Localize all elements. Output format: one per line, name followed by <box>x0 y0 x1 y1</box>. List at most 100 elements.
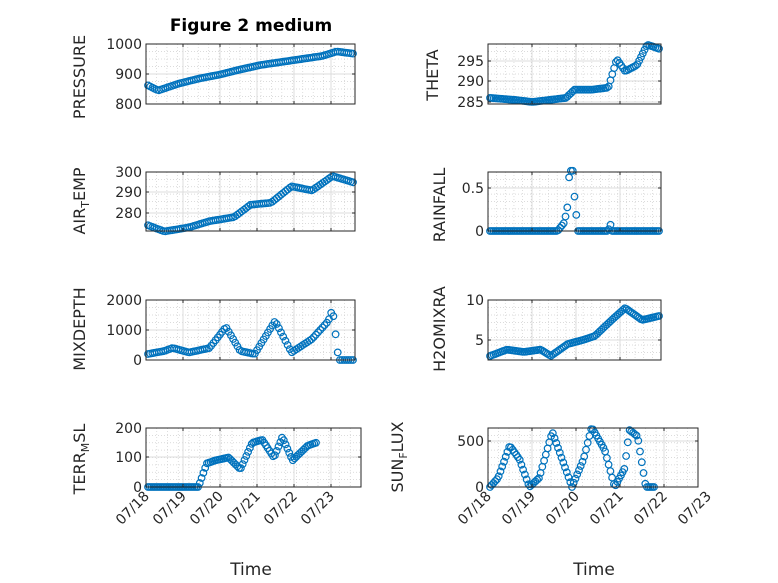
data-point <box>279 332 288 341</box>
data-point <box>312 438 320 447</box>
data-point <box>285 448 294 457</box>
data-point <box>314 328 323 337</box>
xlabel-left: Time <box>229 560 272 580</box>
series-air-temp <box>144 172 357 236</box>
data-point <box>331 330 340 339</box>
series-mixdepth <box>144 308 357 364</box>
axes-box <box>487 171 662 232</box>
series-h2omixra <box>486 304 663 360</box>
data-point <box>619 306 627 314</box>
ylabel-air-temp: AIRTEMP <box>70 167 92 234</box>
data-point <box>638 49 647 58</box>
data-point <box>566 478 575 487</box>
data-point <box>349 178 357 187</box>
data-point <box>559 458 568 467</box>
data-point <box>603 83 611 92</box>
axes-box <box>487 43 662 105</box>
data-point <box>568 87 577 96</box>
data-point <box>564 473 573 482</box>
ytick-label: 290 <box>457 74 484 90</box>
data-point <box>316 326 325 334</box>
axes-rainfall: 00.5 <box>462 166 663 240</box>
data-point <box>550 434 559 443</box>
data-point <box>620 465 629 473</box>
ytick-label: 500 <box>457 434 484 450</box>
ytick-label: 295 <box>457 54 484 70</box>
xlabel-right: Time <box>572 560 615 580</box>
data-point <box>494 472 503 481</box>
data-point <box>318 323 327 332</box>
data-point <box>535 474 543 483</box>
ytick-label: 100 <box>115 450 142 466</box>
data-point <box>500 457 508 466</box>
axes-h2omixra: 5 10 <box>466 293 663 361</box>
data-point <box>558 221 566 230</box>
ytick-label: 900 <box>115 67 142 83</box>
axes-box <box>487 299 662 361</box>
ytick-label: 0 <box>475 224 484 240</box>
data-point <box>642 42 651 50</box>
data-point <box>272 447 281 455</box>
data-point <box>195 479 204 487</box>
data-point <box>307 335 316 344</box>
ytick-label: 0 <box>133 353 142 369</box>
data-point <box>312 330 320 339</box>
data-point <box>572 210 581 219</box>
data-point <box>309 333 318 342</box>
ytick-label: 1000 <box>106 323 142 339</box>
ytick-label: 5 <box>475 333 484 349</box>
data-point <box>634 436 643 445</box>
data-point <box>244 448 253 456</box>
axes-pressure: 800 900 1000 <box>106 37 357 113</box>
data-point <box>274 442 283 451</box>
data-point <box>333 348 342 357</box>
data-point <box>320 321 329 330</box>
data-point <box>582 445 590 454</box>
data-point <box>236 464 245 473</box>
data-point <box>573 470 582 479</box>
data-point <box>548 429 557 438</box>
data-point <box>561 463 569 472</box>
data-point <box>522 475 531 484</box>
series-sun-flux <box>486 425 658 491</box>
grid-theta <box>487 43 662 105</box>
data-point <box>554 444 562 452</box>
ytick-label: 290 <box>115 185 142 201</box>
ylabel-sun-flux: SUNFLUX <box>388 421 410 492</box>
data-point <box>569 478 578 487</box>
data-point <box>552 439 561 447</box>
data-point <box>519 465 527 474</box>
ytick-label: 0 <box>133 480 142 496</box>
axes-box <box>145 171 356 232</box>
axes-air-temp: 280 290 300 <box>115 165 357 236</box>
data-point <box>578 457 587 466</box>
axes-box <box>487 427 699 488</box>
data-point <box>272 320 281 328</box>
data-point <box>575 466 583 475</box>
data-point <box>533 475 541 484</box>
data-point <box>281 336 290 345</box>
data-point <box>242 452 251 460</box>
data-point <box>270 318 279 326</box>
data-point <box>245 444 254 452</box>
data-point <box>557 453 566 462</box>
ytick-label: 285 <box>457 95 484 111</box>
data-point <box>517 460 526 469</box>
data-point <box>201 464 210 472</box>
data-point <box>205 344 214 353</box>
data-point <box>570 192 579 201</box>
data-point <box>580 452 589 461</box>
data-point <box>636 447 644 456</box>
data-point <box>563 203 572 212</box>
data-point <box>635 56 644 65</box>
data-point <box>632 431 641 440</box>
data-point <box>562 468 571 477</box>
data-point <box>555 448 564 457</box>
data-point <box>599 443 608 452</box>
data-point <box>501 452 510 461</box>
data-point <box>199 469 208 477</box>
data-point <box>283 444 292 453</box>
ytick-label: 800 <box>115 97 142 113</box>
data-point <box>639 469 648 477</box>
